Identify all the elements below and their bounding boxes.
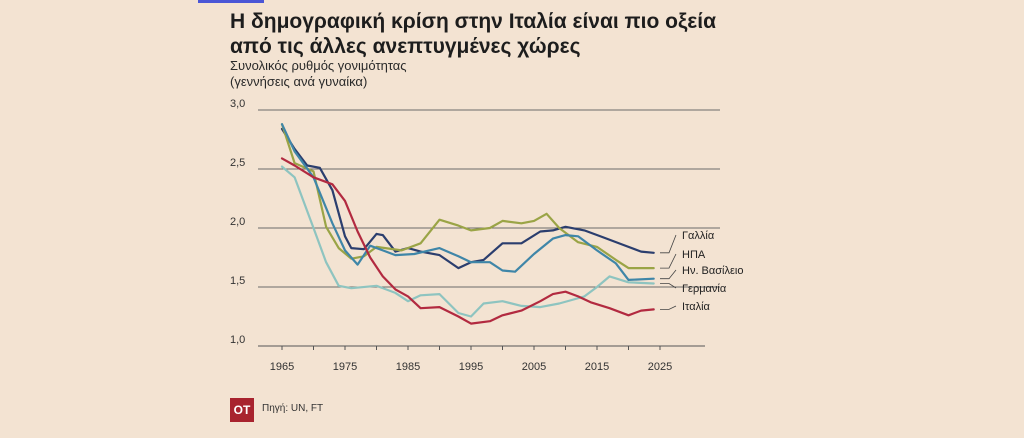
ot-logo: ΟΤ (230, 398, 254, 422)
series-line-0 (280, 127, 655, 270)
series-line-2 (280, 123, 655, 281)
legend-label: ΗΠΑ (682, 249, 706, 261)
series-line-4 (280, 157, 655, 325)
y-tick-label: 2,5 (230, 157, 245, 169)
x-tick-label: 2025 (648, 361, 672, 373)
x-tick-label: 1985 (396, 361, 420, 373)
y-tick-label: 1,5 (230, 275, 245, 287)
y-tick-label: 1,0 (230, 334, 245, 346)
series-line-3 (280, 165, 655, 318)
legend-leader-line (660, 283, 677, 289)
axes: 1,0 1,5 2,0 2,5 3,0 1965 1975 1985 1995 2005 2015 2… (230, 98, 705, 373)
chart-title: Η δημογραφική κρίση στην Ιταλία είναι πι… (230, 9, 790, 59)
x-tick-label: 1995 (459, 361, 483, 373)
legend-leader-line (660, 253, 677, 269)
legend-label: Ην. Βασίλειο (682, 265, 743, 277)
legend-label: Γερμανία (682, 283, 727, 295)
title-line-2: από τις άλλες ανεπτυγμένες χώρες (230, 35, 581, 58)
legend: Γαλλία ΗΠΑ Ην. Βασίλειο Γερμανία Ιταλία (660, 230, 743, 313)
y-tick-label: 2,0 (230, 216, 245, 228)
y-tick-label: 3,0 (230, 98, 245, 110)
legend-label: Γαλλία (682, 230, 715, 242)
legend-leader-line (660, 234, 677, 254)
source-note: Πηγή: UN, FT (262, 403, 324, 414)
subtitle-line-1: Συνολικός ρυθμός γονιμότητας (230, 58, 407, 73)
logo-text: ΟΤ (233, 403, 251, 417)
legend-leader-line (660, 305, 677, 310)
top-accent-bar (198, 0, 264, 3)
title-line-1: Η δημογραφική κρίση στην Ιταλία είναι πι… (230, 10, 717, 33)
series-line-1 (280, 123, 655, 270)
chart-subtitle: Συνολικός ρυθμός γονιμότητας (γεννήσεις … (230, 58, 407, 90)
series-lines (280, 123, 655, 325)
x-tick-label: 2015 (585, 361, 609, 373)
x-tick-label: 1965 (270, 361, 294, 373)
legend-label: Ιταλία (682, 301, 711, 313)
x-tick-label: 2005 (522, 361, 546, 373)
subtitle-line-2: (γεννήσεις ανά γυναίκα) (230, 74, 368, 89)
x-tick-label: 1975 (333, 361, 357, 373)
grid (258, 109, 720, 288)
legend-leader-line (660, 269, 677, 280)
